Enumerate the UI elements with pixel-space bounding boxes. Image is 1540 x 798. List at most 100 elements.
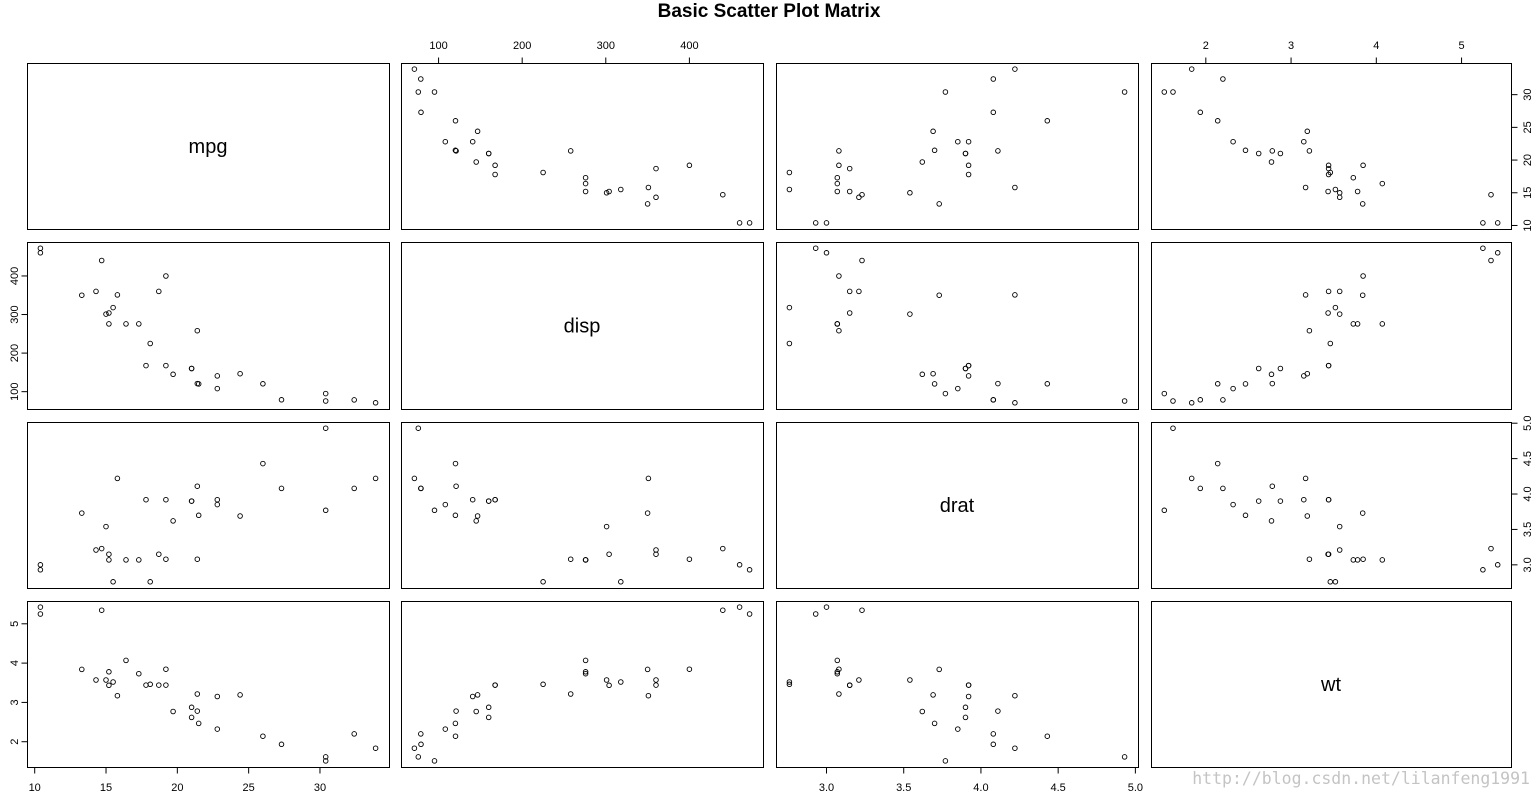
point-drat-vs-mpg: [114, 475, 121, 482]
point-mpg-vs-wt: [1255, 150, 1262, 157]
point-wt-vs-mpg: [136, 670, 142, 677]
point-wt-vs-mpg: [322, 758, 329, 764]
point-mpg-vs-wt: [1230, 138, 1236, 145]
tick-label-wt: 5: [1458, 40, 1464, 52]
point-mpg-vs-wt: [1220, 76, 1226, 82]
panel-mpg-vs-drat: [776, 63, 1139, 230]
point-mpg-vs-disp: [492, 171, 498, 178]
point-disp-vs-wt: [1306, 327, 1313, 334]
point-disp-vs-wt: [1277, 365, 1284, 372]
point-drat-vs-wt: [1325, 496, 1332, 503]
point-wt-vs-mpg: [37, 604, 44, 610]
point-wt-vs-disp: [492, 682, 498, 688]
panel-frame: [1151, 422, 1512, 589]
panel-frame: [27, 422, 390, 589]
point-wt-vs-drat: [936, 666, 942, 673]
point-disp-vs-drat: [990, 397, 997, 403]
point-drat-vs-wt: [1302, 475, 1309, 482]
point-wt-vs-mpg: [98, 607, 105, 613]
point-disp-vs-drat: [823, 250, 830, 256]
point-drat-vs-wt: [1214, 460, 1221, 467]
point-drat-vs-mpg: [37, 562, 44, 568]
point-wt-vs-drat: [836, 666, 842, 672]
point-wt-vs-drat: [812, 611, 819, 617]
point-mpg-vs-disp: [645, 184, 652, 191]
point-mpg-vs-drat: [962, 150, 969, 157]
point-drat-vs-wt: [1170, 425, 1176, 431]
point-wt-vs-drat: [942, 758, 949, 764]
point-wt-vs-drat: [859, 607, 865, 613]
point-mpg-vs-wt: [1325, 162, 1332, 169]
point-wt-vs-drat: [1044, 733, 1051, 739]
point-mpg-vs-wt: [1494, 220, 1501, 226]
point-disp-vs-mpg: [237, 370, 243, 377]
point-disp-vs-mpg: [143, 362, 149, 369]
point-wt-vs-drat: [907, 677, 913, 683]
point-drat-vs-wt: [1480, 567, 1486, 573]
point-wt-vs-disp: [415, 754, 422, 760]
point-wt-vs-mpg: [214, 726, 221, 732]
point-disp-vs-drat: [836, 273, 842, 279]
point-disp-vs-wt: [1230, 385, 1236, 392]
point-drat-vs-wt: [1354, 557, 1361, 563]
point-mpg-vs-drat: [846, 188, 853, 195]
point-drat-vs-disp: [618, 579, 624, 585]
panel-frame: [27, 601, 390, 768]
point-disp-vs-mpg: [147, 340, 153, 347]
point-disp-vs-wt: [1480, 245, 1486, 251]
point-disp-vs-wt: [1325, 362, 1332, 369]
point-wt-vs-disp: [653, 677, 659, 683]
point-wt-vs-disp: [411, 745, 418, 751]
point-disp-vs-wt: [1268, 371, 1275, 378]
point-mpg-vs-disp: [746, 220, 753, 226]
point-disp-vs-drat: [859, 257, 865, 264]
point-disp-vs-wt: [1269, 380, 1276, 387]
point-mpg-vs-wt: [1336, 194, 1343, 201]
point-drat-vs-mpg: [136, 557, 142, 563]
point-drat-vs-disp: [606, 551, 612, 557]
point-wt-vs-disp: [720, 607, 726, 613]
point-wt-vs-drat: [1121, 754, 1128, 760]
tick-label-drat: 3.0: [819, 782, 834, 794]
point-drat-vs-mpg: [103, 523, 109, 530]
point-wt-vs-drat: [962, 704, 969, 711]
point-disp-vs-mpg: [93, 288, 99, 295]
point-mpg-vs-disp: [469, 138, 476, 145]
diag-label-disp: disp: [564, 316, 601, 338]
point-disp-vs-wt: [1488, 257, 1494, 264]
point-disp-vs-drat: [936, 292, 942, 298]
panel-wt-vs-drat: [776, 601, 1139, 768]
point-drat-vs-wt: [1360, 556, 1366, 562]
point-disp-vs-wt: [1161, 390, 1168, 397]
point-mpg-vs-disp: [473, 159, 479, 165]
point-mpg-vs-drat: [1121, 89, 1128, 95]
point-disp-vs-wt: [1170, 398, 1176, 404]
point-mpg-vs-disp: [474, 128, 481, 135]
panel-frame: [776, 422, 1139, 589]
point-drat-vs-mpg: [194, 483, 201, 489]
point-wt-vs-drat: [1012, 745, 1018, 751]
point-wt-vs-disp: [618, 679, 624, 685]
point-mpg-vs-wt: [1480, 220, 1486, 226]
diag-label-drat: drat: [940, 495, 975, 517]
point-disp-vs-drat: [965, 362, 972, 369]
point-disp-vs-mpg: [278, 397, 285, 403]
point-drat-vs-disp: [442, 501, 449, 508]
point-disp-vs-wt: [1214, 381, 1221, 387]
point-mpg-vs-disp: [653, 165, 659, 172]
point-mpg-vs-drat: [965, 171, 972, 178]
point-mpg-vs-disp: [720, 191, 726, 198]
point-mpg-vs-wt: [1360, 162, 1366, 169]
point-disp-vs-drat: [965, 373, 972, 379]
point-mpg-vs-drat: [936, 201, 942, 207]
point-wt-vs-mpg: [170, 708, 176, 715]
point-wt-vs-mpg: [163, 682, 169, 688]
point-disp-vs-drat: [942, 390, 949, 397]
tick-label-disp: 200: [513, 40, 531, 52]
panel-frame: [401, 242, 764, 410]
point-disp-vs-mpg: [214, 385, 221, 392]
point-drat-vs-disp: [452, 512, 459, 519]
tick-label-wt: 5: [9, 621, 21, 627]
panel-wt-vs-wt: wt: [1151, 601, 1512, 768]
point-drat-vs-disp: [746, 567, 753, 573]
